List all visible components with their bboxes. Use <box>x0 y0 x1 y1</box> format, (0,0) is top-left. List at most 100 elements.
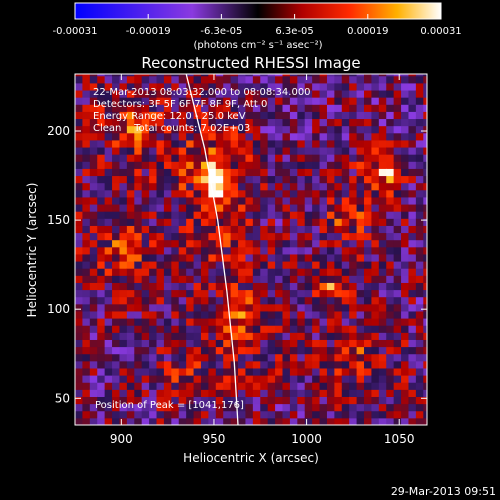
heatmap-cell <box>238 303 246 312</box>
heatmap-cell <box>364 189 372 198</box>
heatmap-cell <box>215 211 224 219</box>
heatmap-cell <box>386 225 395 234</box>
heatmap-cell <box>200 332 209 340</box>
heatmap-cell <box>393 246 402 255</box>
heatmap-cell <box>408 346 417 355</box>
heatmap-cell <box>238 382 246 390</box>
heatmap-cell <box>415 268 424 276</box>
heatmap-cell <box>238 175 246 184</box>
heatmap-cell <box>319 346 328 355</box>
heatmap-cell <box>401 74 409 77</box>
heatmap-cell <box>326 289 335 298</box>
heatmap-cell <box>82 104 91 112</box>
heatmap-cell <box>289 232 298 241</box>
heatmap-cell <box>82 147 91 155</box>
heatmap-cell <box>341 97 350 105</box>
heatmap-cell <box>252 132 261 141</box>
heatmap-cell <box>238 196 246 205</box>
heatmap-cell <box>163 74 172 77</box>
heatmap-cell <box>149 396 158 405</box>
heatmap-cell <box>97 353 106 362</box>
heatmap-cell <box>230 82 239 91</box>
heatmap-cell <box>141 353 150 362</box>
heatmap-cell <box>304 139 313 148</box>
heatmap-cell <box>275 268 283 276</box>
heatmap-cell <box>423 82 427 91</box>
heatmap-cell <box>126 289 135 298</box>
heatmap-cell <box>126 382 135 390</box>
heatmap-cell <box>149 218 158 226</box>
heatmap-cell <box>178 253 187 262</box>
x-tick-label: 900 <box>110 432 133 446</box>
heatmap-cell <box>341 375 350 383</box>
heatmap-cell <box>415 382 424 390</box>
heatmap-cell <box>119 275 128 283</box>
heatmap-cell <box>275 196 283 205</box>
heatmap-cell <box>386 253 395 262</box>
heatmap-cell <box>200 382 209 390</box>
heatmap-cell <box>393 218 402 226</box>
heatmap-cell <box>275 410 283 419</box>
heatmap-cell <box>200 410 209 419</box>
heatmap-cell <box>289 125 298 134</box>
heatmap-cell <box>245 375 254 383</box>
y-tick-label: 200 <box>47 124 70 138</box>
heatmap-cell <box>275 182 283 191</box>
heatmap-cell <box>186 139 195 148</box>
heatmap-cell <box>260 253 269 262</box>
heatmap-cell <box>364 90 372 98</box>
heatmap-cell <box>415 367 424 376</box>
heatmap-cell <box>245 147 254 155</box>
heatmap-cell <box>156 389 165 397</box>
heatmap-cell <box>208 74 217 77</box>
heatmap-cell <box>238 132 246 141</box>
heatmap-cell <box>408 261 417 269</box>
heatmap-cell <box>312 396 321 405</box>
heatmap-cell <box>89 360 98 369</box>
heatmap-cell <box>163 239 172 248</box>
heatmap-cell <box>319 75 328 84</box>
heatmap-cell <box>275 125 283 134</box>
heatmap-cell <box>134 403 143 412</box>
heatmap-cell <box>141 182 150 191</box>
heatmap-cell <box>260 382 269 390</box>
heatmap-cell <box>319 182 328 191</box>
heatmap-cell <box>149 253 158 262</box>
heatmap-cell <box>401 375 409 383</box>
heatmap-cell <box>415 154 424 162</box>
heatmap-cell <box>289 239 298 248</box>
heatmap-cell <box>312 182 321 191</box>
heatmap-cell <box>97 375 106 383</box>
heatmap-cell <box>97 75 106 84</box>
heatmap-cell <box>149 161 158 169</box>
heatmap-cell <box>289 253 298 262</box>
heatmap-cell <box>200 310 209 319</box>
heatmap-cell <box>341 118 350 127</box>
heatmap-cell <box>415 396 424 405</box>
heatmap-cell <box>297 403 306 412</box>
heatmap-cell <box>252 389 261 397</box>
heatmap-cell <box>260 189 269 198</box>
heatmap-cell <box>82 310 91 319</box>
heatmap-cell <box>267 147 276 155</box>
heatmap-cell <box>200 360 209 369</box>
heatmap-cell <box>156 175 165 184</box>
heatmap-cell <box>112 82 120 91</box>
heatmap-cell <box>178 268 187 276</box>
heatmap-cell <box>97 318 106 326</box>
heatmap-cell <box>171 182 180 191</box>
heatmap-cell <box>282 360 291 369</box>
heatmap-cell <box>334 189 343 198</box>
heatmap-cell <box>119 396 128 405</box>
heatmap-cell <box>349 367 358 376</box>
heatmap-cell <box>156 417 165 425</box>
heatmap-cell <box>82 182 91 191</box>
heatmap-cell <box>326 318 335 326</box>
heatmap-cell <box>297 289 306 298</box>
heatmap-cell <box>356 204 365 212</box>
heatmap-cell <box>223 417 232 425</box>
heatmap-cell <box>386 261 395 269</box>
heatmap-cell <box>267 139 276 148</box>
heatmap-cell <box>267 125 276 134</box>
heatmap-cell <box>97 417 106 425</box>
